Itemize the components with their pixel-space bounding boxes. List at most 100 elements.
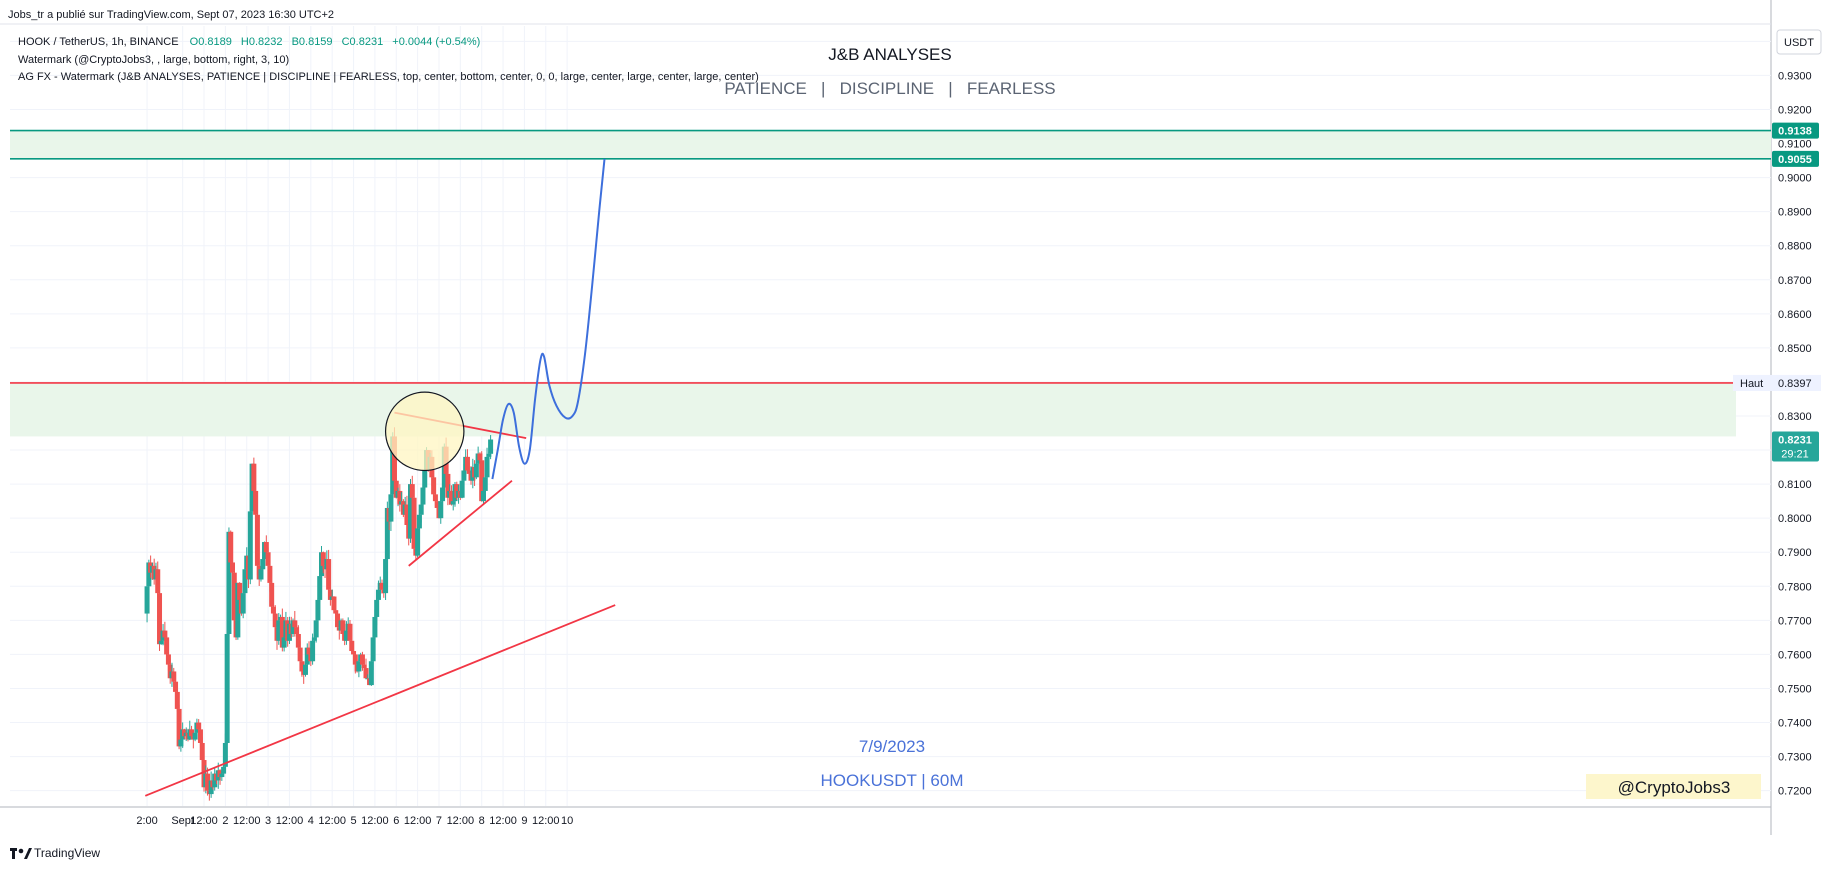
candle-body: [420, 487, 426, 505]
price-tick-label: 0.7300: [1778, 752, 1812, 764]
candle-body: [171, 671, 177, 682]
candle-body: [270, 606, 276, 614]
candle-body: [464, 456, 470, 471]
candle-body: [370, 637, 376, 662]
candle: [224, 627, 230, 745]
candle-body: [408, 484, 413, 539]
candle-body: [221, 766, 227, 774]
candle-body: [335, 613, 341, 628]
resistance-label-badge: [1733, 374, 1821, 391]
candle-body: [173, 681, 179, 692]
candle-body: [219, 773, 225, 778]
time-tick-label: 2:00: [136, 815, 157, 827]
time-tick-label: 12:00: [447, 815, 475, 827]
candle-body: [434, 501, 440, 508]
candle: [221, 765, 227, 775]
candle-body: [411, 497, 417, 549]
time-tick-label: 8: [479, 815, 485, 827]
candle-body: [340, 620, 346, 634]
publisher-line: Jobs_tr a publié sur TradingView.com, Se…: [8, 9, 334, 21]
candle-body: [196, 722, 202, 730]
tradingview-brand: TradingView: [34, 846, 100, 860]
candle: [173, 673, 179, 696]
candle-body: [368, 661, 374, 686]
candle-body: [391, 436, 397, 481]
candle-body: [304, 647, 310, 665]
candle: [335, 612, 341, 628]
candle-body: [231, 572, 237, 621]
candle-body: [306, 647, 312, 655]
candle-body: [197, 729, 203, 743]
candle-body: [388, 494, 394, 522]
candle-body: [349, 640, 355, 652]
price-tick-label: 0.7600: [1778, 649, 1812, 661]
candle: [270, 598, 276, 614]
candle-body: [254, 514, 260, 566]
currency-button[interactable]: USDT: [1776, 29, 1822, 55]
candle-body: [315, 599, 321, 621]
candle-body: [431, 477, 437, 495]
candle: [247, 510, 253, 585]
candle-body: [230, 562, 235, 573]
price-tick-label: 0.8900: [1778, 207, 1812, 219]
time-tick-label: Sept: [171, 815, 194, 827]
candle: [488, 435, 494, 460]
candle-body: [397, 490, 403, 505]
price-tick-label: 0.8600: [1778, 309, 1812, 321]
candle-body: [189, 729, 195, 737]
candle-body: [178, 739, 184, 747]
candle: [281, 635, 287, 652]
candle-body: [326, 559, 332, 590]
candle-body: [157, 593, 163, 645]
candle-body: [473, 463, 479, 478]
candle-body: [393, 480, 399, 498]
candle-body: [448, 490, 454, 505]
candle-body: [269, 582, 275, 607]
candle-body: [327, 589, 333, 600]
candle-body: [263, 542, 269, 553]
candle: [295, 625, 301, 650]
candle: [260, 557, 266, 575]
ohlc-low: B0.8159: [292, 36, 333, 48]
time-tick-label: 9: [521, 815, 527, 827]
candle-body: [164, 637, 170, 655]
time-tick-label: 12:00: [361, 815, 389, 827]
time-tick-label: 7: [436, 815, 442, 827]
ohlc-high: H0.8232: [241, 36, 283, 48]
candle-body: [416, 514, 422, 529]
candle-body: [272, 613, 278, 628]
price-tick-label: 0.7900: [1778, 547, 1812, 559]
candle-body: [311, 637, 317, 641]
time-tick-label: 12:00: [276, 815, 304, 827]
candle: [397, 484, 403, 512]
candle-body: [260, 559, 266, 570]
triangle-bottom: [408, 480, 513, 567]
candle-body: [158, 640, 164, 645]
candle-body: [240, 593, 246, 614]
ohlc-open: O0.8189: [190, 36, 232, 48]
tradingview-logo[interactable]: TradingView: [10, 846, 100, 860]
candle-body: [279, 616, 285, 648]
watermark-handle: @CryptoJobs3: [1618, 778, 1731, 797]
candle-body: [363, 668, 369, 679]
candle: [199, 737, 205, 763]
indicator-watermark-2[interactable]: AG FX - Watermark (J&B ANALYSES, PATIENC…: [18, 71, 759, 83]
chart-overlay: Jobs_tr a publié sur TradingView.com, Se…: [8, 9, 1822, 860]
trendline-drawings: [144, 158, 616, 797]
candle-body: [310, 640, 316, 662]
price-tick-label: 0.8000: [1778, 513, 1812, 525]
candle-body: [144, 586, 150, 614]
indicator-watermark-1[interactable]: Watermark (@CryptoJobs3, , large, bottom…: [18, 54, 289, 66]
price-tick-label: 0.7500: [1778, 683, 1812, 695]
candle-body: [281, 637, 287, 648]
candle: [411, 489, 417, 552]
candle-body: [333, 610, 339, 614]
candle-body: [155, 569, 161, 594]
time-tick-label: 12:00: [489, 815, 517, 827]
price-tick-label: 0.9200: [1778, 104, 1812, 116]
candle: [331, 596, 337, 612]
candle-body: [276, 620, 282, 641]
candle: [415, 524, 421, 558]
